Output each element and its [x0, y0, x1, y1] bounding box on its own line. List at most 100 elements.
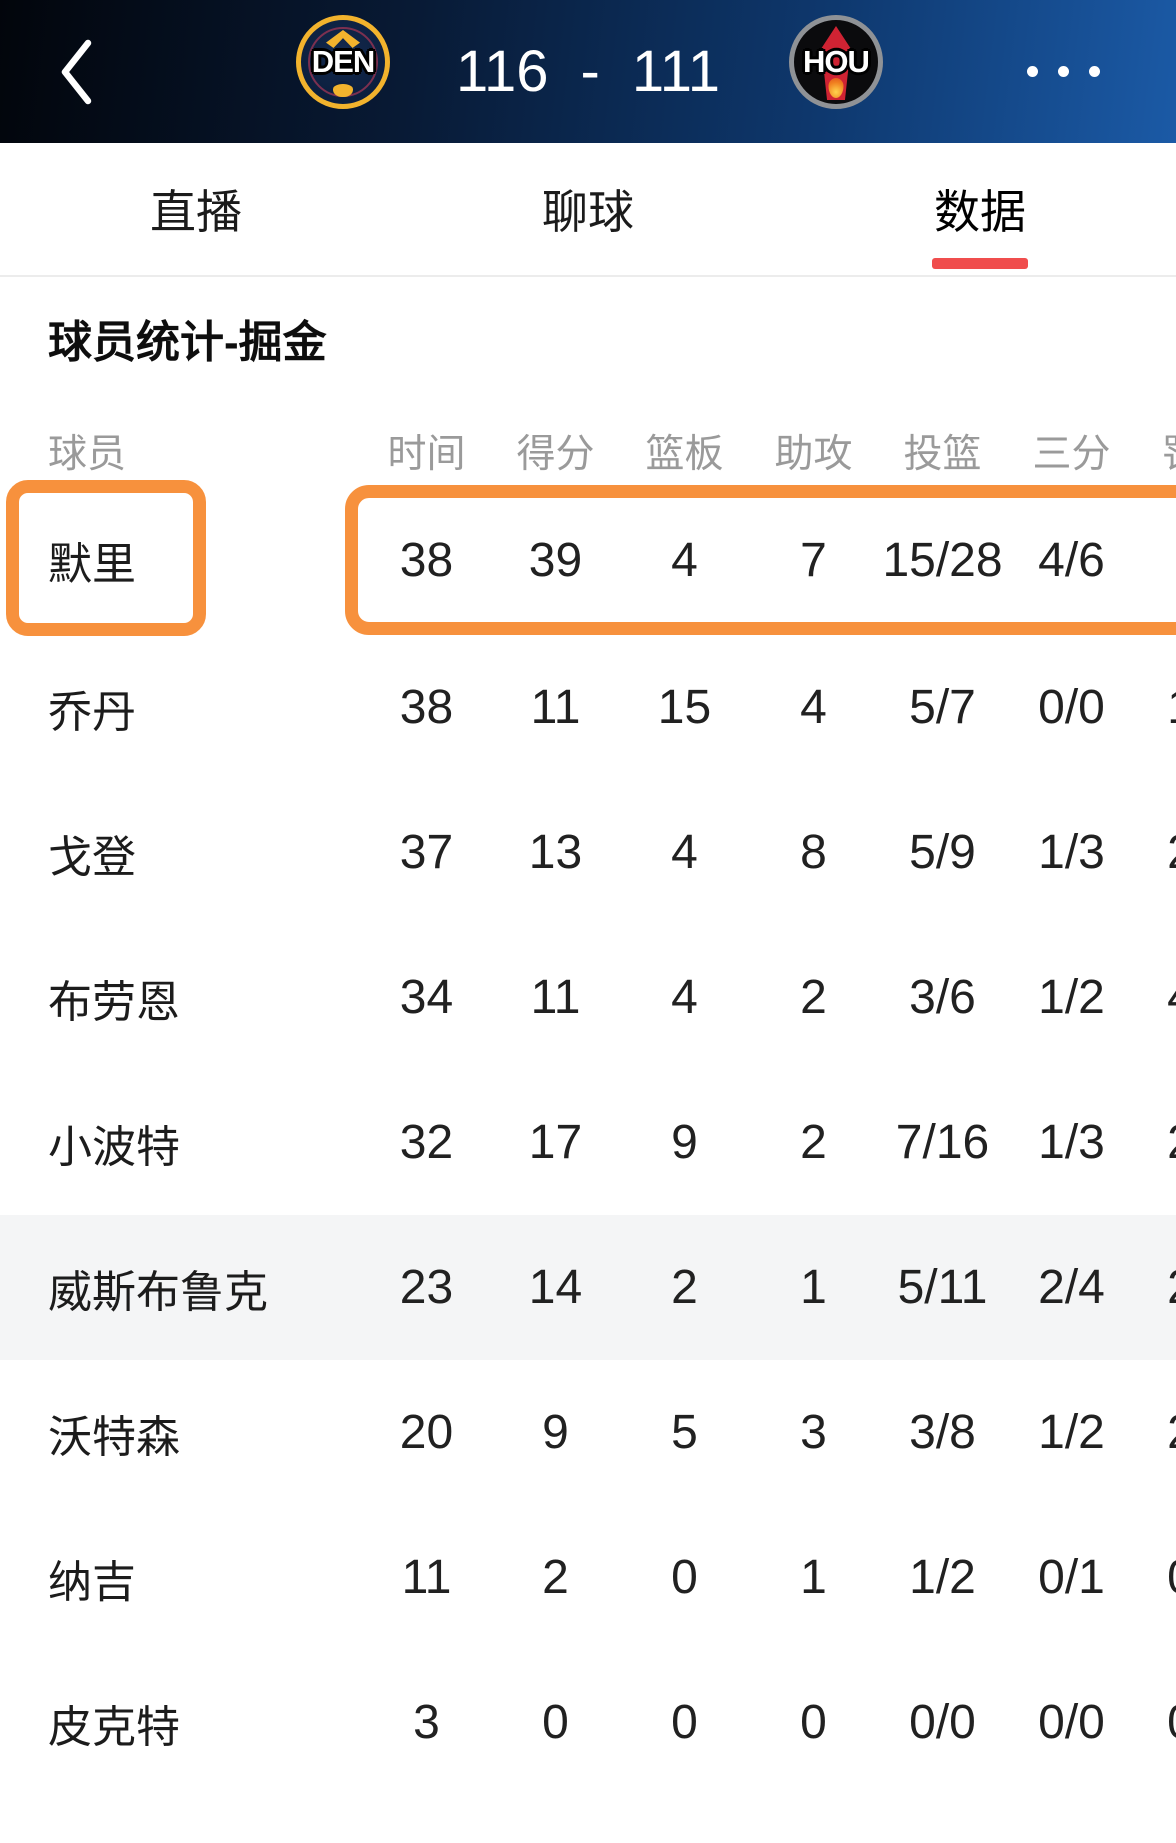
- home-score: 116: [456, 39, 549, 104]
- stat-ast: 4: [800, 681, 827, 734]
- stat-ast: 8: [800, 826, 827, 879]
- stat-reb: 4: [671, 971, 698, 1024]
- ellipsis-dot: [1027, 66, 1038, 77]
- match-header: DEN 116 - 111 HOU: [0, 0, 1176, 143]
- player-name: 乔丹: [48, 687, 136, 737]
- stat-ft: 0/0: [1136, 1695, 1176, 1750]
- stat-reb: 4: [671, 533, 698, 587]
- stat-ft: 0/0: [1136, 1550, 1176, 1605]
- col-header-assists: 助攻: [774, 433, 853, 476]
- tab-label: 数据: [934, 186, 1026, 238]
- stat-pts: 9: [542, 1406, 569, 1459]
- stat-pts: 11: [530, 681, 581, 734]
- stat-ft: 2/3: [1136, 1115, 1176, 1170]
- stat-reb: 15: [657, 681, 712, 734]
- stat-tp: 1/2: [1038, 971, 1105, 1024]
- stat-fg: 15/28: [882, 533, 1003, 587]
- stat-pts: 17: [528, 1116, 583, 1169]
- stat-tp: 1/2: [1038, 1406, 1105, 1459]
- stat-pts: 0: [542, 1696, 569, 1749]
- tab-stats[interactable]: 数据: [784, 143, 1176, 275]
- player-name: 默里: [48, 540, 136, 589]
- stat-reb: 9: [671, 1116, 698, 1169]
- stat-fg: 3/6: [909, 971, 976, 1024]
- tab-label: 直播: [150, 186, 242, 238]
- player-name: 皮克特: [48, 1702, 180, 1752]
- stat-pts: 13: [528, 826, 583, 879]
- stat-pts: 11: [530, 971, 581, 1024]
- match-score: 116 - 111: [0, 0, 1176, 143]
- stat-reb: 0: [671, 1551, 698, 1604]
- stat-fg: 1/2: [909, 1551, 976, 1604]
- stat-reb: 2: [671, 1261, 698, 1314]
- stat-min: 32: [399, 1116, 454, 1169]
- player-row: 斯特劳瑟: [0, 1795, 1176, 1843]
- table-header-row: 球员 时间 得分 篮板 助攻 投篮 三分罚球: [0, 417, 1176, 485]
- home-team-abbr: DEN: [311, 44, 375, 79]
- score-separator: -: [580, 39, 600, 104]
- player-row: 戈登 37 13 4 8 5/9 1/3 2/2: [0, 780, 1176, 925]
- stat-min: 37: [399, 826, 454, 879]
- stat-tp: 1/3: [1038, 1116, 1105, 1169]
- player-name: 斯特劳瑟: [0, 1830, 362, 1843]
- player-row: 沃特森 20 9 5 3 3/8 1/2 2/2: [0, 1360, 1176, 1505]
- tab-bar: 直播 聊球 数据: [0, 143, 1176, 277]
- player-name: 纳吉: [48, 1557, 136, 1607]
- stat-min: 11: [401, 1551, 452, 1604]
- tab-live[interactable]: 直播: [0, 143, 392, 275]
- player-row: 纳吉 11 2 0 1 1/2 0/1 0/0: [0, 1505, 1176, 1650]
- col-header-minutes: 时间: [387, 433, 466, 476]
- section-title: 球员统计-掘金: [48, 318, 327, 367]
- highlight-box-player-name: [6, 480, 206, 636]
- player-name: 沃特森: [48, 1412, 180, 1462]
- stat-fg: 5/7: [909, 681, 976, 734]
- away-team-abbr: HOU: [803, 44, 870, 79]
- player-stats-table: 球员时间得分篮板助攻投篮三分罚球 默里38394715/284/6乔丹38111…: [0, 417, 1176, 1843]
- back-button[interactable]: [56, 38, 96, 106]
- stat-ft: 2/2: [1136, 825, 1176, 880]
- home-team-logo: DEN: [296, 15, 390, 109]
- stat-min: 3: [413, 1696, 440, 1749]
- stat-tp: 2/4: [1038, 1261, 1105, 1314]
- stat-min: 38: [399, 681, 454, 734]
- stat-pts: 39: [528, 533, 583, 587]
- player-name: 威斯布鲁克: [48, 1267, 268, 1317]
- stat-reb: 0: [671, 1696, 698, 1749]
- tab-chat[interactable]: 聊球: [392, 143, 784, 275]
- stat-ast: 2: [800, 1116, 827, 1169]
- stat-fg: 7/16: [895, 1116, 990, 1169]
- col-header-player: 球员: [48, 433, 127, 476]
- stat-reb: 4: [671, 826, 698, 879]
- hou-flame-icon: [828, 78, 844, 98]
- ellipsis-dot: [1089, 66, 1100, 77]
- stat-pts: 14: [528, 1261, 583, 1314]
- away-score: 111: [631, 39, 720, 104]
- active-tab-underline: [932, 258, 1028, 269]
- away-team-logo: HOU: [789, 15, 883, 109]
- player-name: 布劳恩: [48, 977, 180, 1027]
- stat-ft: 1/2: [1136, 680, 1176, 735]
- col-header-field-goals: 投篮: [903, 433, 982, 476]
- den-basketball-icon: [333, 81, 353, 97]
- player-name: 戈登: [48, 832, 136, 882]
- player-name: 小波特: [48, 1122, 180, 1172]
- stat-pts: 2: [542, 1551, 569, 1604]
- col-header-free-throws: 罚球: [1136, 423, 1176, 479]
- stat-ft: 4/4: [1136, 970, 1176, 1025]
- stat-tp: 1/3: [1038, 826, 1105, 879]
- player-row: 皮克特 3 0 0 0 0/0 0/0 0/0: [0, 1650, 1176, 1795]
- stat-fg: 0/0: [909, 1696, 976, 1749]
- stat-ft: 2/2: [1136, 1405, 1176, 1460]
- stat-tp: 4/6: [1038, 533, 1105, 587]
- stat-tp: 0/0: [1038, 681, 1105, 734]
- stat-min: 34: [399, 971, 454, 1024]
- stat-tp: 0/0: [1038, 1696, 1105, 1749]
- stat-min: 20: [399, 1406, 454, 1459]
- player-row: 小波特 32 17 9 2 7/16 1/3 2/3: [0, 1070, 1176, 1215]
- col-header-rebounds: 篮板: [645, 433, 724, 476]
- stat-reb: 5: [671, 1406, 698, 1459]
- col-header-points: 得分: [516, 433, 595, 476]
- stat-ast: 1: [800, 1261, 827, 1314]
- more-options-button[interactable]: [1027, 66, 1100, 77]
